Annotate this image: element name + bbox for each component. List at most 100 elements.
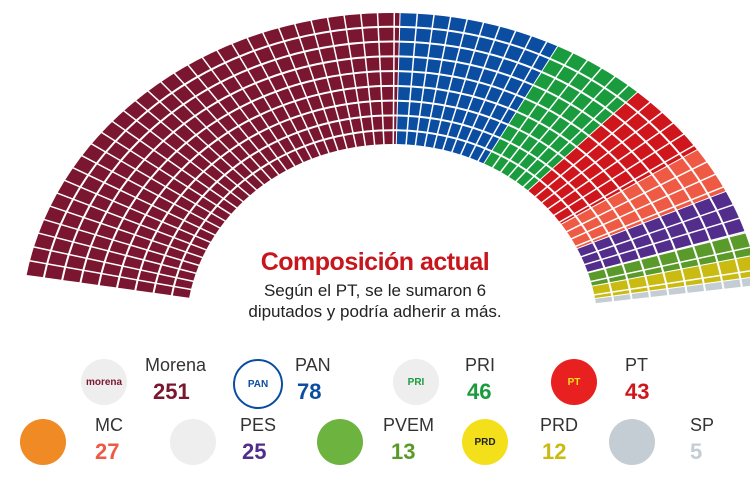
seat-block (694, 198, 728, 242)
pes-logo-icon (170, 419, 216, 465)
legend-label: PES (240, 415, 277, 435)
seat-block (736, 256, 750, 280)
seat-divider (261, 31, 322, 157)
seat-block (154, 116, 398, 296)
seat-block (400, 13, 559, 58)
legend-value: 46 (467, 379, 492, 404)
seat-block (622, 183, 660, 224)
seat-divider (246, 36, 313, 161)
seat-divider (552, 133, 686, 217)
seat-block (118, 86, 399, 291)
seat-divider (589, 246, 750, 283)
legend-label: MC (95, 415, 123, 435)
seat-divider (277, 26, 331, 155)
seat-divider (326, 16, 358, 148)
seat-divider (392, 12, 396, 146)
seat-divider (80, 154, 222, 230)
seat-divider (343, 14, 367, 147)
pvem-logo-icon (317, 419, 363, 465)
seat-divider (491, 51, 575, 169)
sp-logo-icon (609, 419, 655, 465)
seat-divider (230, 42, 305, 164)
seat-block (399, 27, 550, 72)
seat-divider (565, 160, 708, 233)
seat-block (668, 158, 710, 204)
seat-divider (90, 142, 227, 223)
seat-block (81, 57, 400, 285)
legend-value: 12 (542, 439, 567, 464)
seat-block (729, 233, 750, 259)
seat-block (627, 224, 658, 260)
seats-sp (594, 278, 750, 306)
seat-divider (201, 56, 288, 172)
seat-divider (583, 217, 741, 266)
seat-block (610, 280, 630, 297)
seat-divider (570, 173, 717, 240)
seat-divider (28, 259, 193, 291)
seat-divider (414, 13, 435, 147)
seat-divider (111, 120, 238, 209)
seat-block (509, 112, 577, 158)
pri-logo-icon: PRI (393, 359, 439, 405)
chart-title: Composición actual (260, 248, 490, 276)
seat-divider (310, 19, 348, 150)
seat-block (525, 86, 601, 136)
seat-block (602, 114, 667, 175)
seats-mc (561, 150, 728, 251)
legend-label: PAN (295, 355, 331, 375)
seat-block (641, 256, 663, 277)
seat-divider (146, 89, 258, 192)
prd-logo-icon: PRD (462, 419, 508, 465)
seat-block (542, 59, 626, 114)
legend-value: 251 (153, 379, 190, 404)
morena-logo-icon: morena (81, 359, 127, 405)
seat-divider (450, 25, 501, 154)
seat-block (653, 166, 693, 211)
seat-block (644, 217, 675, 256)
seat-divider (476, 40, 548, 163)
seat-block (711, 238, 735, 263)
seats-morena (26, 12, 402, 298)
seat-block (63, 42, 400, 283)
chart-subtitle: Según el PT, se le sumaron 6 diputados y… (0, 280, 750, 322)
seat-block (686, 284, 705, 294)
seat-divider (499, 59, 589, 174)
seat-divider (376, 12, 385, 146)
legend-value: 13 (391, 439, 416, 464)
seat-block (607, 192, 643, 230)
seat-divider (593, 270, 750, 296)
seat-divider (186, 63, 280, 176)
seat-block (577, 243, 604, 274)
legend-value: 78 (297, 379, 322, 404)
seat-block (682, 266, 703, 287)
seat-divider (405, 12, 419, 146)
legend-label: SP (690, 415, 715, 435)
seat-divider (122, 109, 245, 203)
seat-block (588, 269, 609, 287)
seat-divider (540, 111, 664, 204)
seat-block (44, 27, 401, 280)
pt-logo-icon: PT (551, 359, 597, 405)
seats-pes (577, 191, 747, 275)
legend-value: 43 (625, 379, 650, 404)
legend-value: 5 (690, 439, 703, 464)
subtitle-text: Según el PT, se le sumaron 6 diputados y… (248, 281, 502, 321)
seat-divider (173, 72, 273, 181)
seat-block (594, 236, 622, 269)
seat-divider (293, 22, 339, 152)
seats-pt (528, 92, 699, 226)
seat-divider (63, 179, 212, 244)
seat-block (718, 259, 740, 282)
seat-divider (159, 80, 265, 186)
seat-divider (534, 101, 652, 198)
legend-label: PVEM (383, 415, 435, 435)
seat-block (646, 273, 667, 292)
legend-label: PRD (540, 415, 579, 435)
seat-divider (441, 21, 485, 151)
seat-divider (580, 203, 735, 258)
seat-block (723, 279, 742, 290)
seats-pan (396, 12, 560, 166)
seat-block (492, 139, 552, 180)
